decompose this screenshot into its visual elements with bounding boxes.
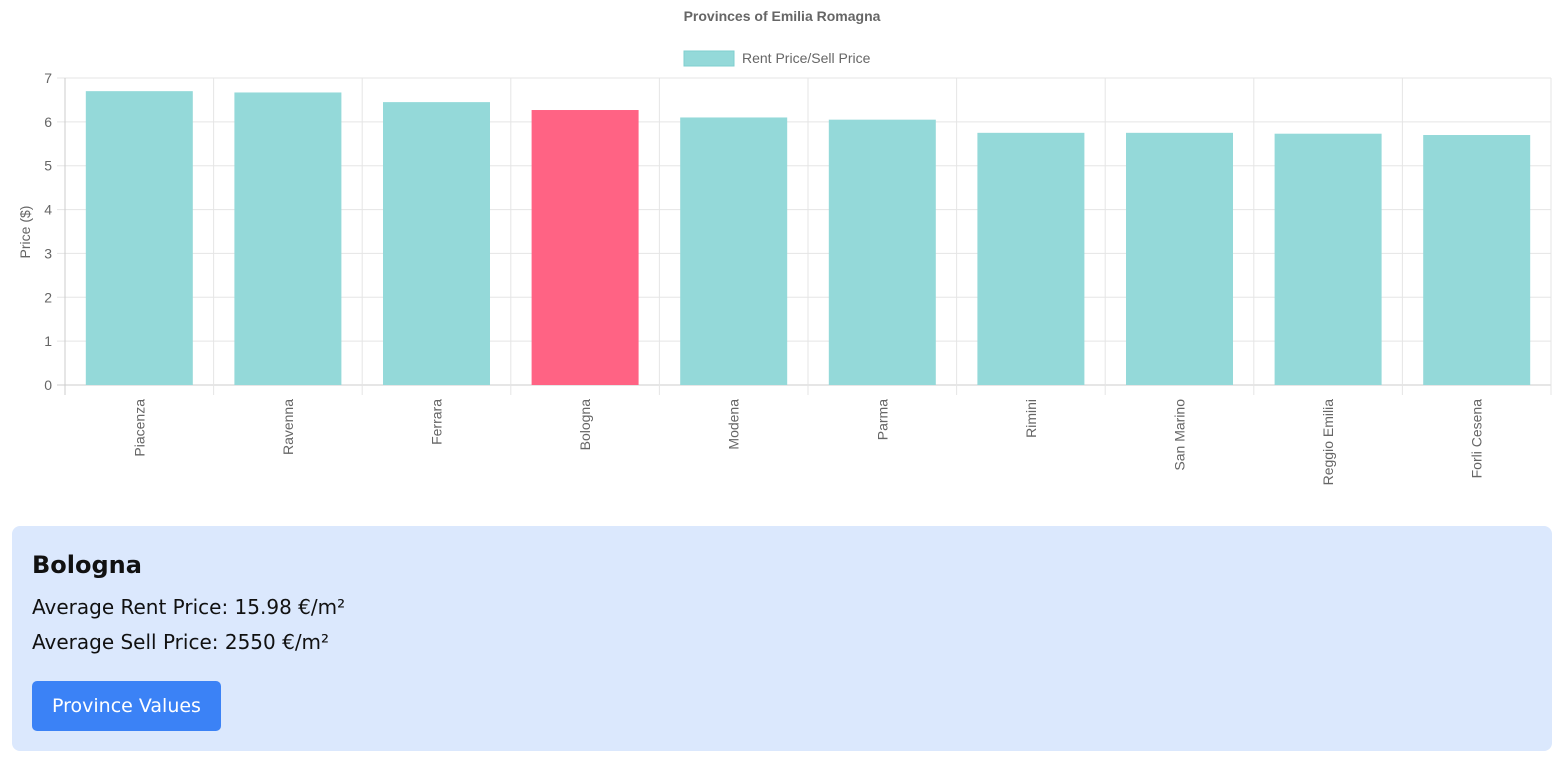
bar-san-marino[interactable] [1126, 132, 1233, 385]
x-tick-label: Rimini [1023, 399, 1039, 438]
legend-label: Rent Price/Sell Price [742, 50, 871, 66]
province-info-panel: Bologna Average Rent Price: 15.98 €/m² A… [12, 526, 1552, 751]
x-tick-label: Forli Cesena [1469, 399, 1485, 479]
y-tick-label: 5 [44, 158, 52, 174]
bar-reggio-emilia[interactable] [1274, 133, 1382, 385]
legend-swatch [683, 50, 735, 67]
y-tick-label: 2 [44, 289, 52, 305]
axis-labels: 0 1 2 3 4 5 6 7 Piacenza Ravenna Ferrara Bologna Mod… [44, 70, 1484, 485]
x-tick-label: Parma [874, 399, 890, 440]
bar-chart: Provinces of Emilia Romagna Rent Price/S… [17, 8, 1552, 485]
x-tick-label: Modena [726, 399, 742, 450]
y-tick-label: 1 [44, 333, 52, 349]
y-tick-label: 4 [44, 202, 52, 218]
chart-svg: Provinces of Emilia Romagna Rent Price/S… [17, 8, 1552, 485]
bar-piacenza[interactable] [85, 91, 193, 386]
x-tick-label: Reggio Emilia [1320, 399, 1336, 486]
province-name: Bologna [32, 551, 142, 579]
bar-ferrara[interactable] [383, 102, 490, 385]
chart-legend[interactable]: Rent Price/Sell Price [683, 50, 871, 67]
average-rent-price: Average Rent Price: 15.98 €/m² [32, 595, 346, 619]
bar-ravenna[interactable] [234, 92, 342, 386]
bar-forli-cesena[interactable] [1423, 135, 1531, 385]
bar-series [85, 91, 1531, 386]
y-tick-label: 7 [44, 70, 52, 86]
y-tick-label: 0 [44, 377, 52, 393]
y-tick-label: 3 [44, 245, 52, 261]
province-values-button[interactable]: Province Values [32, 681, 221, 731]
bar-bologna[interactable] [531, 110, 639, 385]
average-sell-price: Average Sell Price: 2550 €/m² [32, 630, 330, 654]
x-tick-label: Piacenza [131, 399, 147, 457]
bar-modena[interactable] [680, 117, 788, 385]
bar-rimini[interactable] [977, 132, 1085, 385]
x-tick-label: Bologna [577, 399, 593, 451]
x-tick-label: San Marino [1172, 399, 1188, 471]
x-tick-label: Ravenna [280, 399, 296, 455]
y-axis-label: Price ($) [17, 206, 33, 259]
bar-parma[interactable] [828, 119, 936, 386]
chart-title: Provinces of Emilia Romagna [684, 8, 881, 24]
x-tick-label: Ferrara [429, 399, 445, 445]
y-tick-label: 6 [44, 114, 52, 130]
